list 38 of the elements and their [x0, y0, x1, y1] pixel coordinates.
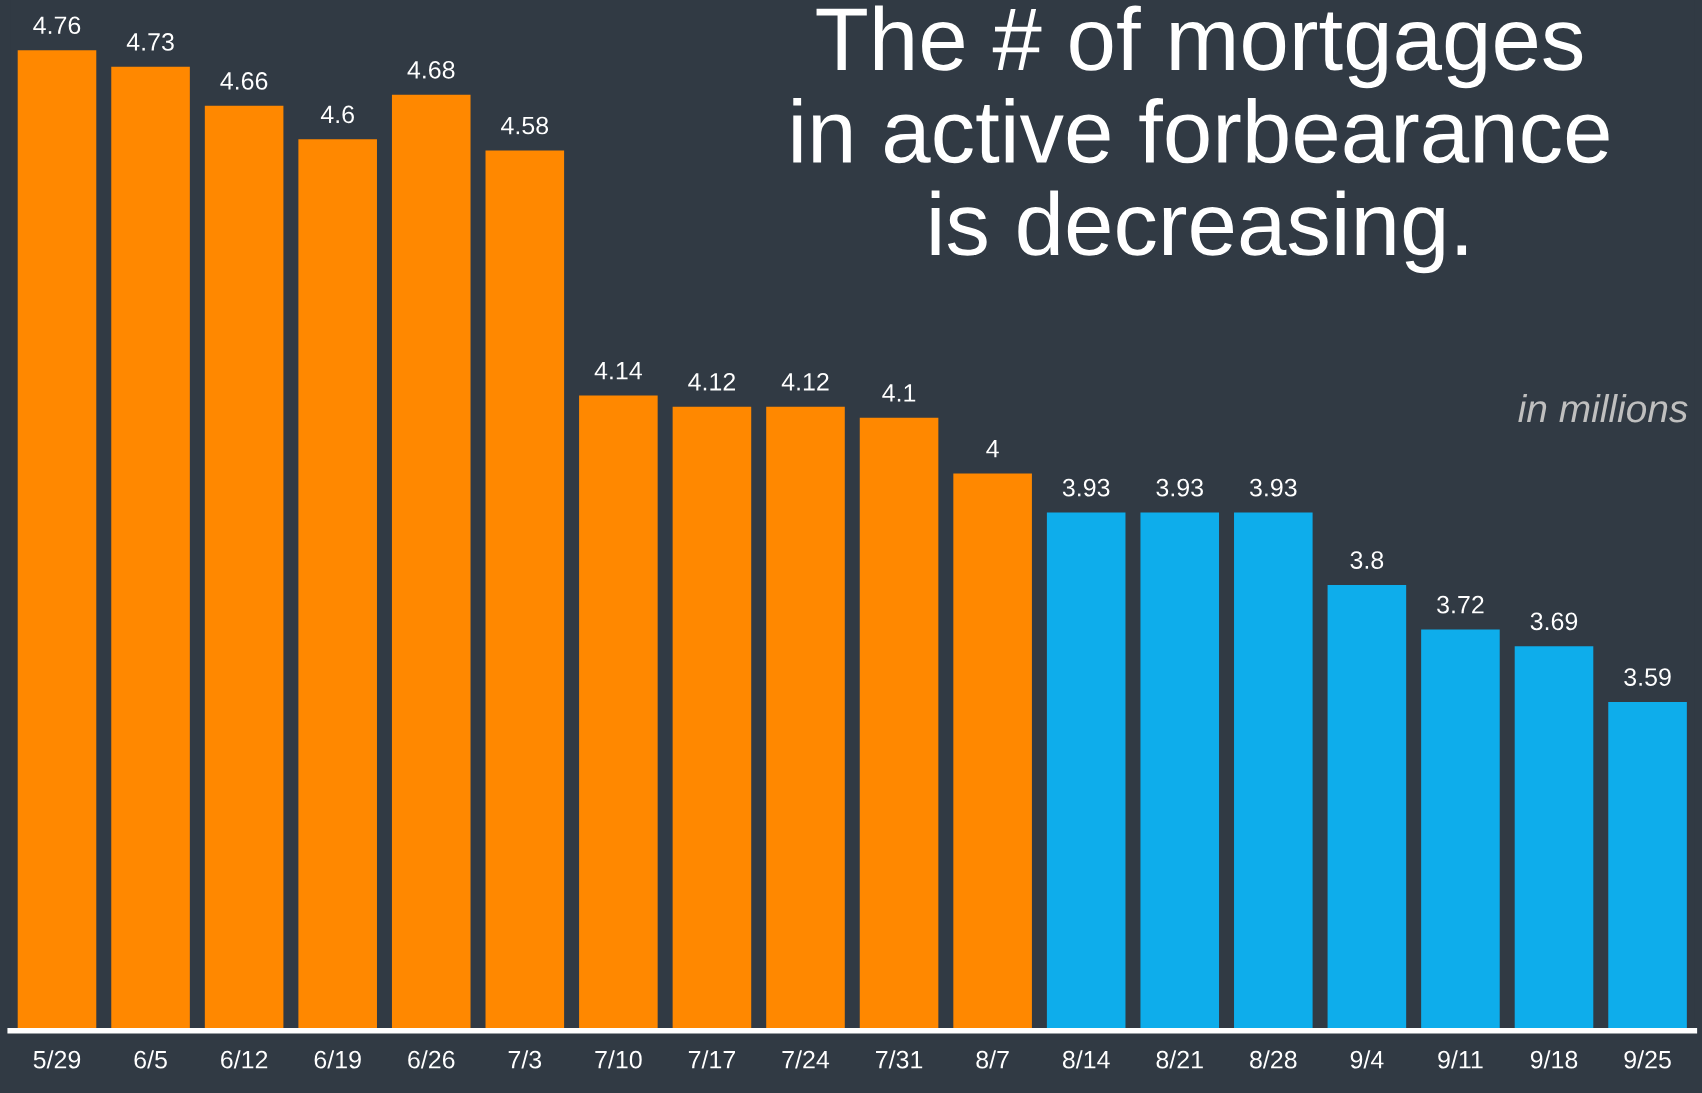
data-label: 4.12 — [688, 372, 736, 391]
x-tick-label: 7/31 — [876, 1050, 923, 1069]
x-tick-label: 6/19 — [314, 1050, 361, 1069]
data-label: 3.93 — [1156, 478, 1203, 497]
x-tick-label: 6/5 — [134, 1050, 167, 1069]
x-tick-label: 8/7 — [976, 1050, 1009, 1069]
text: The # of mortgages in active forbearance is decreasing. — [793, 5, 1609, 274]
annotation: in millions — [1518, 393, 1688, 423]
data-label: 4.68 — [407, 60, 455, 79]
data-label: 3.93 — [1062, 478, 1110, 497]
data-label: 4.73 — [126, 33, 174, 51]
x-tick-label: 9/25 — [1624, 1050, 1671, 1069]
data-label: 3.72 — [1437, 595, 1484, 614]
x-tick-label: 9/18 — [1530, 1050, 1578, 1069]
data-label: 4.58 — [501, 116, 549, 135]
x-tick-label: 8/28 — [1250, 1050, 1297, 1069]
data-label: 4.76 — [33, 16, 81, 35]
data-label: 3.8 — [1350, 551, 1384, 569]
x-tick-label: 9/4 — [1350, 1050, 1384, 1069]
x-tick-label: 7/17 — [688, 1050, 736, 1069]
x-tick-label: 5/29 — [33, 1050, 81, 1069]
x-tick-label: 7/10 — [595, 1050, 642, 1069]
x-tick-label: 6/12 — [221, 1050, 268, 1069]
data-label: 4.14 — [594, 362, 642, 380]
x-tick-label: 7/3 — [508, 1050, 542, 1069]
x-tick-label: 6/26 — [408, 1050, 455, 1069]
data-label: 3.69 — [1530, 612, 1578, 631]
x-tick-label: 7/24 — [782, 1050, 830, 1069]
data-label: 4.12 — [781, 372, 829, 391]
data-label: 3.93 — [1249, 478, 1297, 497]
data-label: 4 — [986, 440, 999, 458]
x-tick-label: 9/11 — [1438, 1050, 1483, 1069]
data-label: 3.59 — [1624, 668, 1671, 686]
x-tick-label: 8/14 — [1062, 1050, 1110, 1069]
data-label: 4.66 — [220, 72, 268, 90]
data-label: 4.1 — [882, 384, 916, 402]
x-tick-label: 8/21 — [1156, 1050, 1203, 1069]
data-label: 4.6 — [320, 105, 354, 124]
